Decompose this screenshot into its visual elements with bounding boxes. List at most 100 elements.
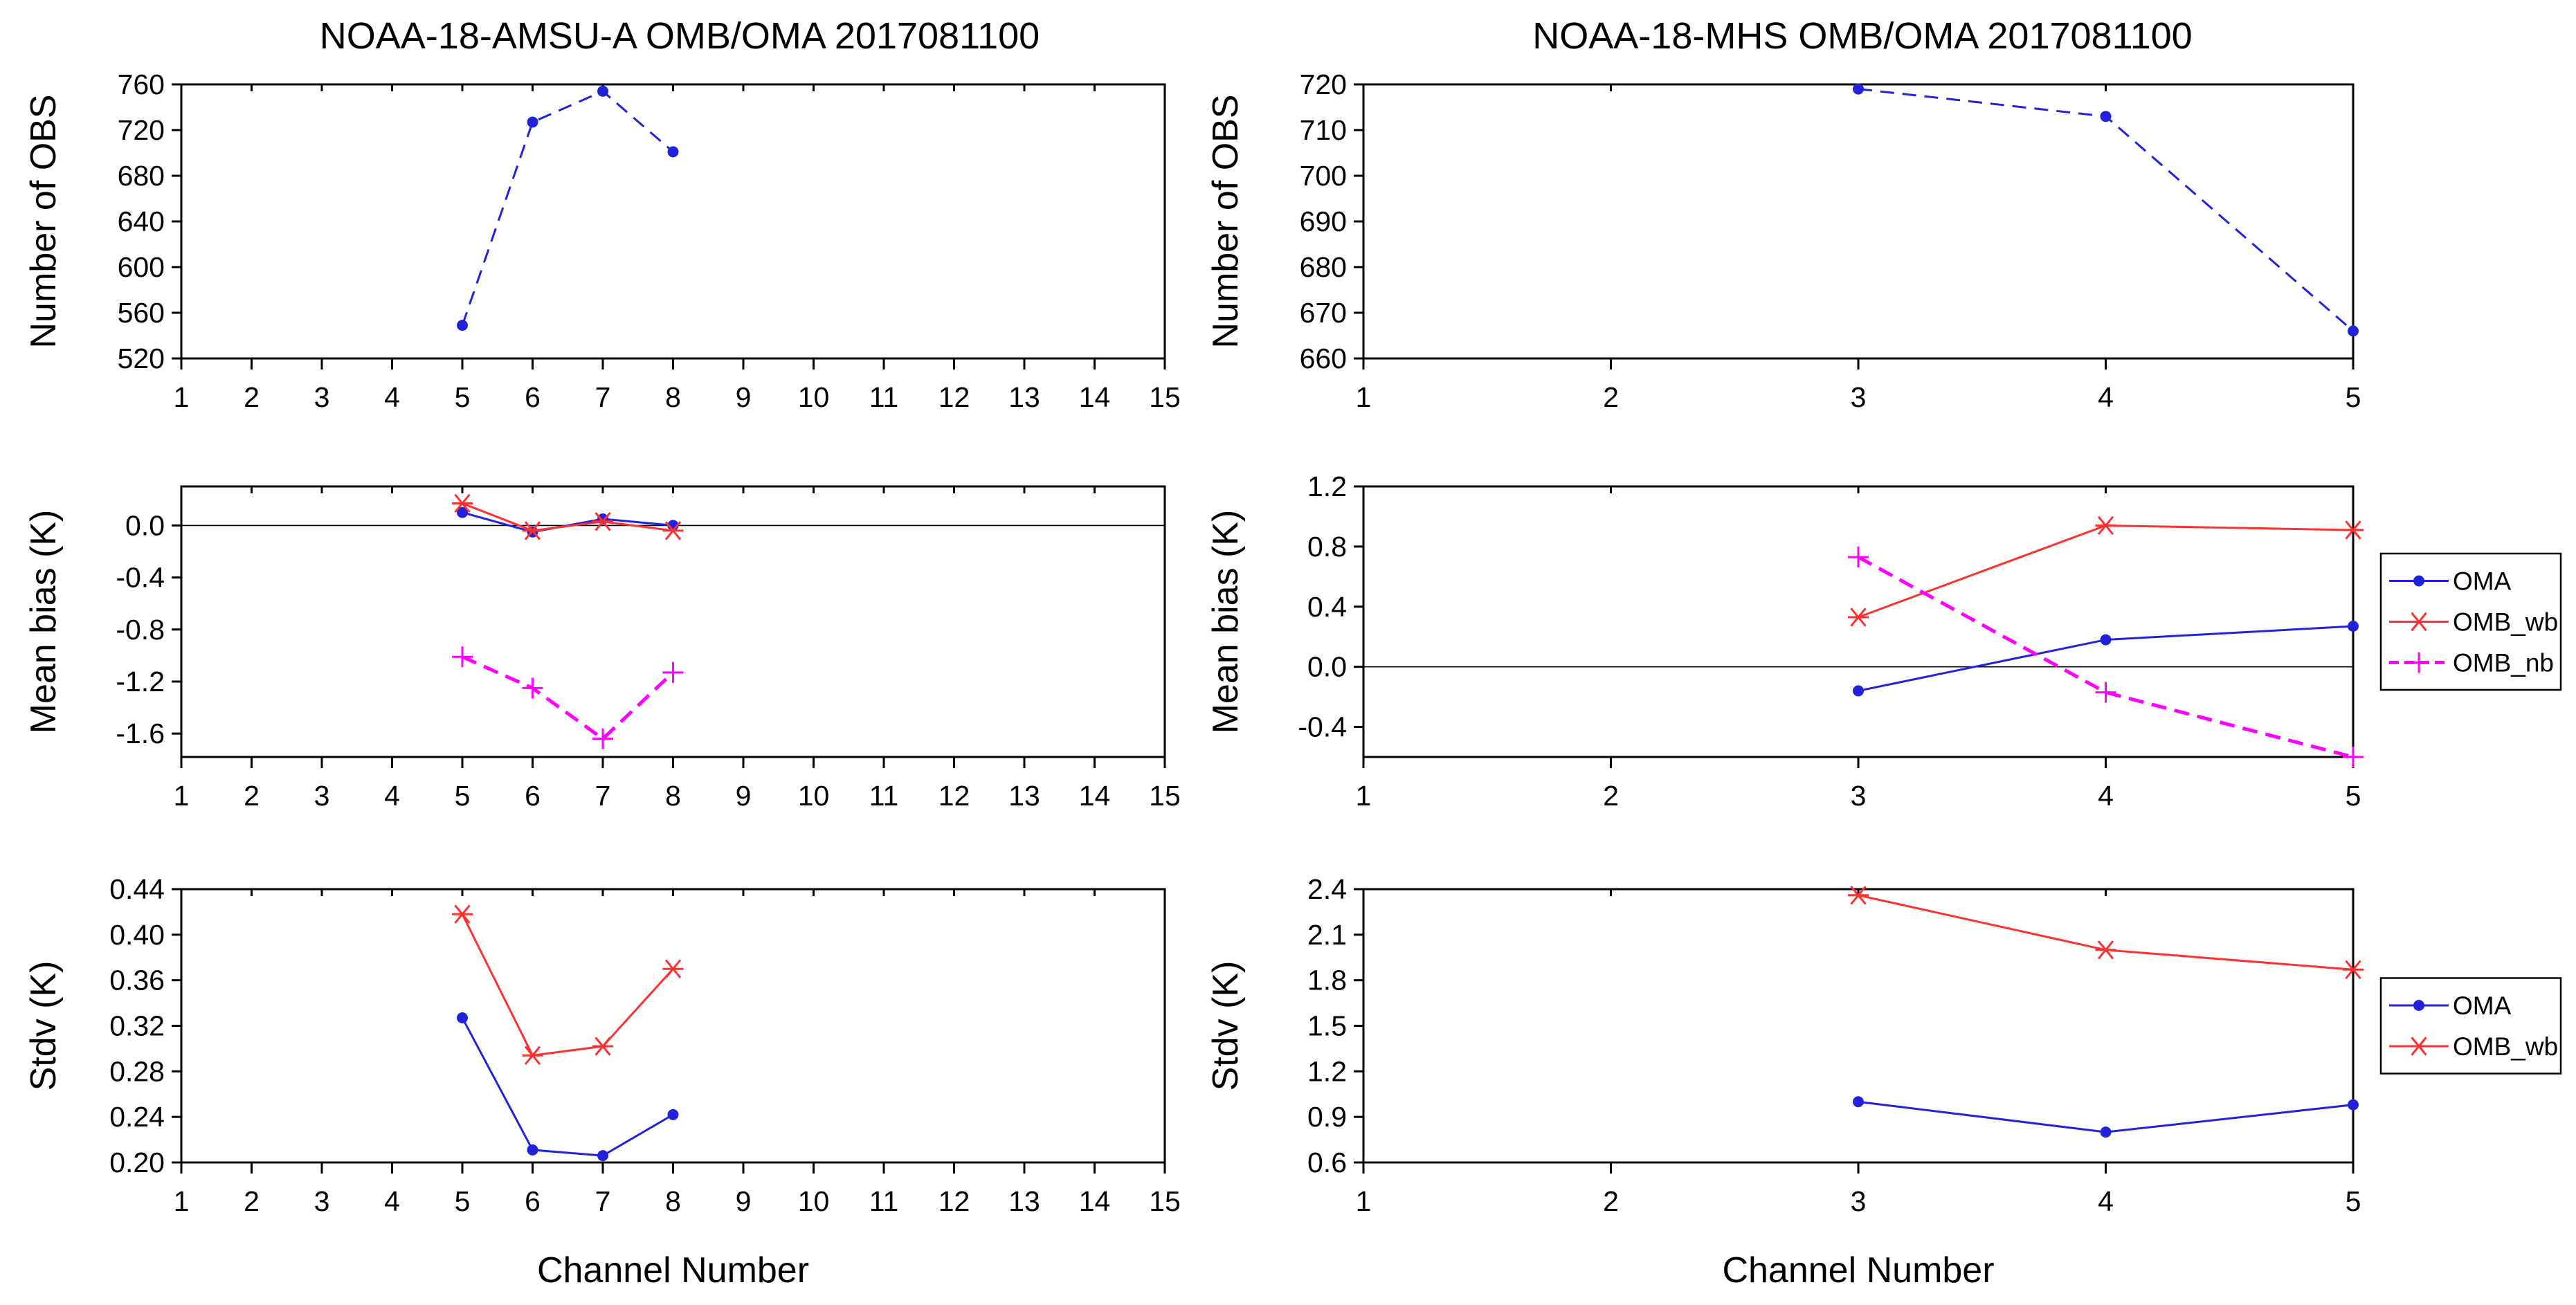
legend: OMA OMB_wb — [2379, 977, 2562, 1075]
y-tick-label: 1.2 — [1307, 471, 1347, 502]
marker-nobs-3 — [667, 146, 679, 158]
marker-omb_wb-2-d2 — [2345, 960, 2361, 980]
y-tick-label: 720 — [1300, 69, 1347, 100]
marker-omb_nb-0 — [1848, 547, 1869, 568]
x-tick-label: 10 — [798, 381, 830, 413]
marker-nobs-2 — [2348, 325, 2359, 337]
x-tick-label: 12 — [938, 780, 970, 812]
x-tick-label: 2 — [1603, 1185, 1619, 1217]
marker-legend-omb_wb-0 — [2409, 612, 2429, 632]
marker-omb_wb-0 — [452, 493, 473, 513]
x-tick-label: 8 — [665, 1185, 681, 1217]
x-tick-label: 3 — [1851, 381, 1867, 413]
x-tick-label: 1 — [174, 780, 190, 812]
y-tick-label: 2.4 — [1307, 873, 1347, 905]
y-tick-label: -0.8 — [116, 614, 165, 646]
x-tick-label: 6 — [525, 1185, 541, 1217]
marker-omb_wb-3 — [662, 521, 684, 540]
x-tick-label: 5 — [2346, 381, 2361, 413]
panel-mhs-bias: 1 2 3 4 5 -0.4 0.0 0.4 0.8 1.2 Mean bias (K) OMA OMB… — [1206, 471, 2562, 812]
x-tick-label: 14 — [1079, 1185, 1111, 1217]
marker-omb_wb-2-d2 — [595, 512, 611, 531]
x-tick-label: 13 — [1008, 780, 1040, 812]
plot-frame — [180, 83, 1166, 360]
marker-omb_wb-3-d2 — [664, 959, 682, 978]
x-tick-label: 1 — [174, 1185, 190, 1217]
x-tick-label: 15 — [1149, 381, 1181, 413]
series-line-omb_wb — [1858, 524, 2354, 619]
x-tick-label: 4 — [2098, 381, 2114, 413]
marker-omb_wb-2-d2 — [595, 1037, 611, 1056]
marker-omb_wb-3 — [662, 959, 684, 978]
marker-omb_wb-1-d2 — [2097, 940, 2114, 960]
marker-omb_wb-2 — [592, 512, 613, 531]
y-tick-label: 760 — [118, 69, 165, 100]
series-line-oma — [461, 1017, 674, 1157]
legend-label-oma: OMA — [2453, 567, 2512, 596]
x-tick-label: 15 — [1149, 1185, 1181, 1217]
x-tick-label: 1 — [1356, 780, 1372, 812]
y-tick-label: 560 — [118, 297, 165, 329]
x-tick-label: 9 — [736, 780, 752, 812]
legend-label-omb_wb: OMB_wb — [2453, 1032, 2558, 1061]
y-tick-label: 680 — [1300, 251, 1347, 283]
marker-omb_wb-0-d2 — [454, 904, 471, 924]
x-tick-label: 4 — [2098, 780, 2114, 812]
x-tick-label: 1 — [174, 381, 190, 413]
y-tick-label: 0.36 — [109, 965, 165, 996]
y-tick-label: 520 — [118, 343, 165, 374]
legend-label-oma: OMA — [2453, 992, 2512, 1020]
x-tick-label: 15 — [1149, 780, 1181, 812]
x-tick-label: 8 — [665, 780, 681, 812]
marker-omb_wb-0 — [1848, 886, 1869, 905]
x-tick-label: 10 — [798, 780, 830, 812]
x-tick-label: 4 — [384, 780, 400, 812]
y-tick-label: 700 — [1300, 160, 1347, 192]
y-tick-label: 2.1 — [1307, 919, 1347, 951]
x-tick-label: 11 — [869, 1185, 899, 1217]
x-tick-label: 8 — [665, 381, 681, 413]
x-tick-label: 6 — [525, 381, 541, 413]
series-line-omb_wb — [1858, 894, 2354, 971]
marker-legend-omb_wb-0 — [2409, 1037, 2429, 1056]
x-tick-label: 12 — [938, 1185, 970, 1217]
x-tick-label: 3 — [1851, 1185, 1867, 1217]
x-axis-label: Channel Number — [1722, 1250, 1994, 1290]
marker-oma-1 — [2100, 634, 2112, 646]
y-axis-label: Number of OBS — [1206, 94, 1246, 348]
x-tick-label: 2 — [1603, 780, 1619, 812]
y-tick-label: 690 — [1300, 206, 1347, 237]
title-amsua: NOAA-18-AMSU-A OMB/OMA 2017081100 — [320, 15, 1040, 57]
marker-oma-3 — [667, 1108, 679, 1120]
x-tick-label: 5 — [2346, 1185, 2361, 1217]
y-tick-label: 0.9 — [1307, 1101, 1347, 1133]
x-tick-label: 5 — [455, 1185, 471, 1217]
x-tick-label: 13 — [1008, 1185, 1040, 1217]
x-tick-label: 3 — [314, 1185, 330, 1217]
y-tick-label: 0.32 — [109, 1010, 165, 1042]
y-tick-label: -1.6 — [116, 718, 165, 749]
marker-omb_nb-2 — [2343, 747, 2364, 767]
panel-amsua-bias: 1 2 3 4 5 6 7 8 9 10 11 12 13 14 15-1.6-1.2-0.8-0.40.0… — [24, 485, 1181, 812]
title-mhs: NOAA-18-MHS OMB/OMA 2017081100 — [1532, 15, 2192, 57]
series-line-omb_wb — [462, 502, 673, 532]
x-tick-label: 11 — [869, 381, 899, 413]
x-tick-label: 4 — [2098, 1185, 2114, 1217]
x-tick-label: 5 — [2346, 780, 2361, 812]
marker-oma-2 — [597, 1150, 608, 1162]
panel-mhs-stdv: 1 2 3 4 5 0.6 0.9 1.2 1.5 1.8 2.1 2.4 Stdv (K) Channe… — [1206, 873, 2562, 1290]
marker-omb_wb-2 — [2343, 520, 2364, 540]
y-tick-label: -1.2 — [116, 666, 165, 697]
panel-amsua-stdv: 1 2 3 4 5 6 7 8 9 10 11 12 13 14 150.200.240.280.320.3… — [24, 873, 1181, 1290]
marker-oma-0 — [1853, 1096, 1864, 1108]
marker-omb_wb-2-d2 — [2345, 520, 2361, 540]
marker-omb_wb-1-d2 — [524, 1046, 541, 1065]
marker-omb_wb-1 — [2095, 515, 2116, 536]
x-tick-label: 6 — [525, 780, 541, 812]
y-tick-label: 0.20 — [109, 1147, 165, 1178]
marker-nobs-2 — [597, 85, 608, 97]
x-tick-label: 2 — [244, 1185, 260, 1217]
x-tick-label: 5 — [455, 381, 471, 413]
x-tick-label: 13 — [1008, 381, 1040, 413]
marker-oma-0 — [1853, 685, 1864, 697]
